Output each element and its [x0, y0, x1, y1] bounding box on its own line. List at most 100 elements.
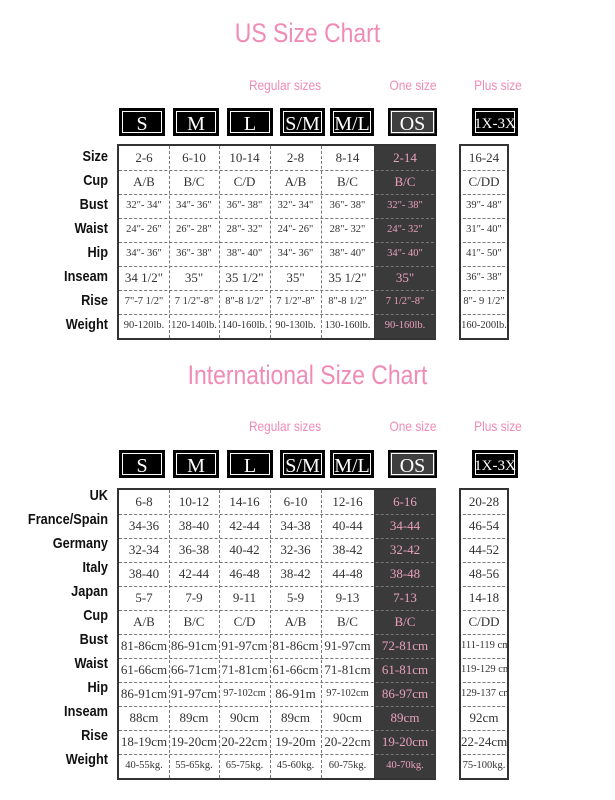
intl-row-divider	[463, 562, 505, 563]
intl-cell: 32-36	[280, 542, 311, 557]
intl-cell: 12-16	[332, 494, 363, 509]
intl-cell: 86-91cm	[120, 686, 168, 701]
intl-cell: 7-13	[393, 590, 417, 605]
us-row-divider	[119, 314, 434, 315]
intl-row-divider	[463, 706, 505, 707]
intl-cell: 38-42	[280, 566, 311, 581]
us-cell: 7 1/2"-8"	[276, 296, 315, 307]
intl-cell: 97-102cm	[223, 688, 266, 699]
intl-row-label: Rise	[81, 727, 108, 744]
intl-cell: 72-81cm	[381, 638, 429, 653]
us-cell: 34"- 36"	[277, 248, 314, 259]
us-cell: 24"- 26"	[126, 224, 162, 235]
us-row-divider	[463, 290, 505, 291]
us-plus-cell: 36"- 38"	[466, 272, 502, 283]
intl-row-label: Bust	[79, 631, 108, 648]
intl-row-divider	[119, 634, 434, 635]
intl-cell: 86-91m	[275, 686, 316, 701]
intl-plus-table: 20-28 46-54 44-52 48-56 14-18 C/DD 111-119 cm 1…	[459, 488, 509, 780]
intl-cell: B/C	[394, 614, 416, 629]
us-one-size-label: One size	[389, 77, 437, 93]
intl-row-label: Germany	[52, 535, 108, 552]
us-cell: 8-14	[335, 150, 360, 165]
us-cell: 32"- 34"	[277, 200, 314, 211]
intl-regular-sizes-label: Regular sizes	[248, 418, 322, 434]
us-cell: 90-160lb.	[384, 320, 426, 331]
intl-cell: 5-7	[135, 590, 153, 605]
intl-plus-cell: 46-54	[468, 518, 500, 533]
intl-plus-cell: 14-18	[468, 590, 500, 605]
intl-row-label: Weight	[65, 751, 108, 768]
intl-cell: 6-8	[135, 494, 153, 509]
us-row-divider	[119, 290, 434, 291]
us-cell: 35"	[395, 270, 415, 285]
intl-cell: 5-9	[286, 590, 305, 605]
us-row-divider	[463, 218, 505, 219]
us-row-divider	[119, 218, 434, 219]
us-cell: 34"- 40"	[387, 248, 423, 259]
us-regular-table: 2-6 6-10 10-14 2-8 8-14 2-14 A/B B/C C/D A/B B/C B/…	[117, 144, 436, 340]
intl-cell: 65-75kg.	[225, 760, 264, 771]
us-row-label: Inseam	[64, 268, 108, 285]
intl-row-divider	[463, 514, 505, 515]
intl-size-header-sm: S/M	[280, 450, 325, 478]
intl-row-label: Japan	[71, 583, 108, 600]
intl-row-divider	[119, 706, 434, 707]
us-cell: 35 1/2"	[225, 270, 264, 285]
us-plus-cell: 160-200lb.	[461, 320, 507, 331]
intl-size-header-s: S	[119, 450, 165, 478]
intl-cell: 55-65kg.	[175, 760, 213, 771]
intl-cell: 38-40	[178, 518, 210, 533]
intl-plus-cell: 129-137 cm	[461, 688, 507, 699]
intl-row-divider	[463, 634, 505, 635]
us-cell: 8"-8 1/2"	[225, 296, 264, 307]
intl-row-divider	[119, 562, 434, 563]
us-cell: 6-10	[182, 150, 206, 165]
us-row-label: Cup	[83, 172, 108, 189]
intl-cell: 45-60kg.	[276, 760, 315, 771]
us-cell: 2-6	[135, 150, 153, 165]
intl-plus-cell: 111-119 cm	[461, 640, 507, 651]
intl-row-label: Waist	[74, 655, 108, 672]
intl-cell: 19-20m	[275, 734, 316, 749]
us-cell: 8"-8 1/2"	[328, 296, 367, 307]
us-row-label: Weight	[65, 316, 108, 333]
intl-cell: 86-97cm	[381, 686, 429, 701]
us-cell: 36"- 38"	[176, 248, 212, 259]
intl-cell: 61-81cm	[381, 662, 429, 677]
intl-row-label: Cup	[83, 607, 108, 624]
intl-row-divider	[119, 538, 434, 539]
us-row-divider	[119, 194, 434, 195]
intl-size-header-m: M	[173, 450, 219, 478]
us-cell: 35"	[184, 270, 204, 285]
us-plus-cell: 8"- 9 1/2"	[463, 296, 505, 307]
intl-cell: 61-66cm	[120, 662, 168, 677]
us-size-header-l: L	[227, 108, 273, 136]
intl-plus-cell: 119-129 cm	[461, 664, 507, 675]
intl-cell: 89cm	[390, 710, 420, 725]
us-plus-cell: C/DD	[468, 174, 500, 189]
us-row-label: Hip	[87, 244, 108, 261]
us-cell: 7 1/2"-8"	[174, 296, 214, 307]
us-cell: 38"- 40"	[329, 248, 366, 259]
us-size-header-ml: M/L	[330, 108, 374, 136]
intl-cell: 91-97cm	[170, 686, 218, 701]
us-cell: 7 1/2"-8"	[385, 296, 425, 307]
intl-cell: 97-102cm	[326, 688, 369, 699]
intl-cell: 34-36	[128, 518, 160, 533]
intl-plus-cell: 75-100kg.	[462, 760, 506, 771]
us-cell: 140-160lb.	[221, 320, 268, 331]
us-cell: C/D	[233, 174, 256, 189]
us-plus-cell: 41"- 50"	[466, 248, 502, 259]
intl-row-divider	[463, 730, 505, 731]
us-row-label: Size	[82, 148, 108, 165]
us-cell: 35"	[286, 270, 305, 285]
us-size-header-s: S	[119, 108, 165, 136]
us-cell: 2-8	[286, 150, 305, 165]
us-row-divider	[463, 314, 505, 315]
us-cell: A/B	[284, 174, 307, 189]
us-row-divider	[463, 170, 505, 171]
us-size-header-m: M	[173, 108, 219, 136]
intl-cell: A/B	[284, 614, 307, 629]
